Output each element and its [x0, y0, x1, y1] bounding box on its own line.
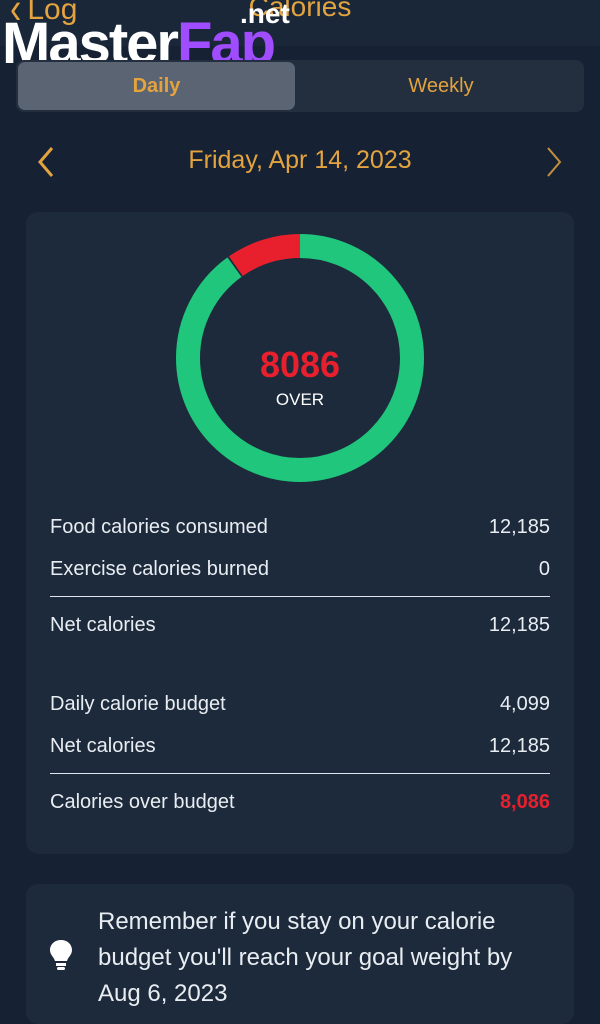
net-calories-value-2: 12,185	[488, 734, 550, 757]
top-navigation-bar: ‹ Log Calories	[0, 0, 600, 46]
daily-budget-row: Daily calorie budget 4,099	[50, 689, 550, 719]
ring-svg	[176, 234, 424, 482]
divider	[50, 596, 550, 597]
tab-daily[interactable]: Daily	[18, 62, 295, 110]
chevron-right-icon	[547, 147, 562, 177]
page-title: Calories	[248, 0, 352, 22]
food-calories-value: 12,185	[488, 515, 550, 538]
food-calories-label: Food calories consumed	[50, 515, 268, 538]
divider	[50, 773, 550, 774]
back-button[interactable]: ‹ Log	[10, 0, 78, 34]
over-caption: OVER	[275, 390, 325, 409]
net-calories-row: Net calories 12,185	[50, 610, 550, 640]
food-calories-row: Food calories consumed 12,185	[50, 512, 550, 542]
watermark-suffix: .net	[240, 0, 290, 29]
net-calories-row-2: Net calories 12,185	[50, 731, 550, 761]
exercise-calories-row: Exercise calories burned 0	[50, 554, 550, 584]
tab-weekly[interactable]: Weekly	[408, 75, 474, 97]
calorie-ring-chart: 8086 OVER	[176, 234, 424, 482]
calorie-summary-card: 8086 OVER Food calories consumed 12,185 …	[26, 212, 574, 854]
over-budget-value: 8,086	[499, 790, 550, 813]
back-label: Log	[27, 0, 78, 26]
net-calories-label: Net calories	[50, 613, 156, 636]
daily-budget-value: 4,099	[499, 692, 550, 715]
over-budget-row: Calories over budget 8,086	[50, 787, 550, 817]
net-calories-value: 12,185	[488, 613, 550, 636]
over-amount: 8086	[259, 344, 341, 385]
next-day-button[interactable]	[536, 140, 568, 184]
chevron-left-icon: ‹	[10, 0, 22, 34]
previous-day-button[interactable]	[32, 140, 64, 184]
over-budget-label: Calories over budget	[50, 790, 235, 813]
net-calories-label-2: Net calories	[50, 734, 156, 757]
lightbulb-icon	[50, 940, 72, 970]
goal-tip-card: Remember if you stay on your calorie bud…	[26, 884, 574, 1024]
period-segmented-control: Daily Weekly	[16, 60, 584, 112]
current-date-label: Friday, Apr 14, 2023	[188, 146, 412, 174]
date-navigator: Friday, Apr 14, 2023	[0, 140, 600, 184]
chevron-left-icon	[38, 147, 54, 177]
exercise-calories-label: Exercise calories burned	[50, 557, 269, 580]
exercise-calories-value: 0	[538, 557, 550, 580]
goal-tip-text: Remember if you stay on your calorie bud…	[98, 908, 513, 1007]
daily-budget-label: Daily calorie budget	[50, 692, 226, 715]
